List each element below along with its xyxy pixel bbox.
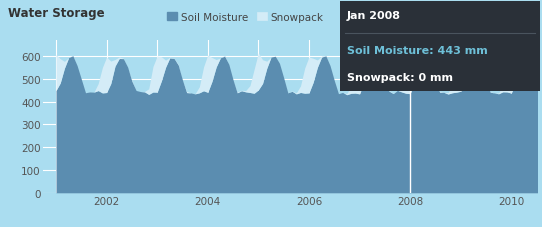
- Text: Water Storage: Water Storage: [8, 7, 105, 20]
- Text: Jan 2008: Jan 2008: [347, 11, 401, 21]
- Text: Snowpack: 0 mm: Snowpack: 0 mm: [347, 73, 453, 83]
- Text: Soil Moisture: 443 mm: Soil Moisture: 443 mm: [347, 45, 488, 55]
- Legend: Soil Moisture, Snowpack: Soil Moisture, Snowpack: [167, 12, 324, 22]
